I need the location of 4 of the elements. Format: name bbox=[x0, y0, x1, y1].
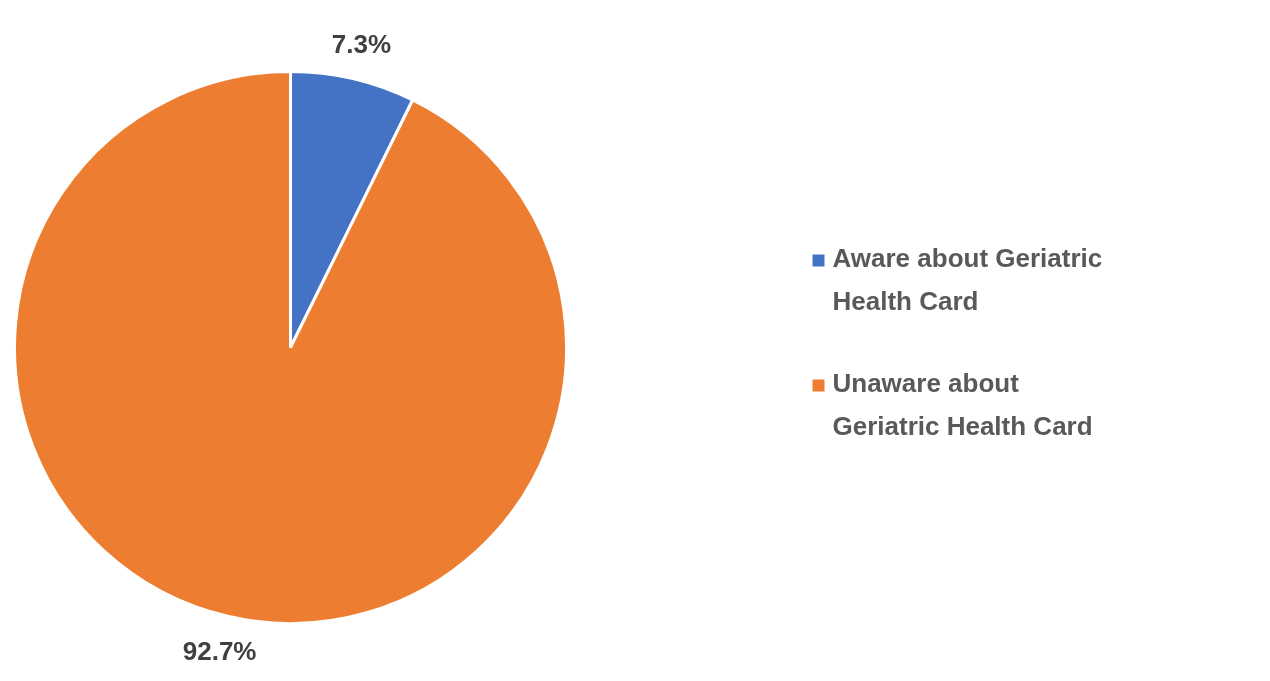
legend-label: Aware about Geriatric Health Card bbox=[832, 242, 1103, 317]
data-label: 7.3% bbox=[331, 28, 392, 59]
data-label: 92.7% bbox=[182, 636, 257, 667]
legend-label: Unaware about Geriatric Health Card bbox=[832, 367, 1093, 442]
